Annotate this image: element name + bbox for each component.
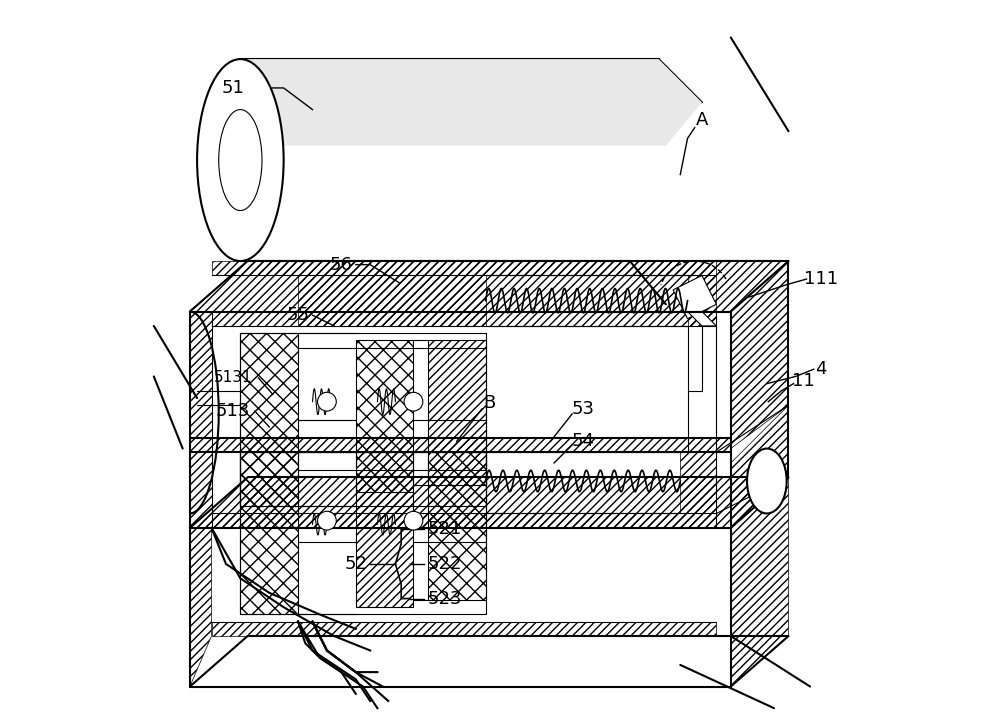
Text: 513: 513 xyxy=(216,402,250,420)
Ellipse shape xyxy=(747,449,787,513)
Text: 5131: 5131 xyxy=(214,371,252,385)
Text: 54: 54 xyxy=(571,432,594,450)
Polygon shape xyxy=(240,59,702,146)
Text: A: A xyxy=(696,111,708,130)
Text: 111: 111 xyxy=(804,270,838,288)
Circle shape xyxy=(404,392,423,411)
Text: B: B xyxy=(483,394,495,412)
Text: 53: 53 xyxy=(571,400,594,418)
Text: 56: 56 xyxy=(330,256,353,274)
Text: 11: 11 xyxy=(792,372,814,390)
Text: 4: 4 xyxy=(815,361,827,378)
Text: 52: 52 xyxy=(344,555,367,573)
Circle shape xyxy=(318,392,336,411)
Circle shape xyxy=(404,511,423,530)
Text: 523: 523 xyxy=(428,589,462,607)
Polygon shape xyxy=(673,275,716,319)
Ellipse shape xyxy=(197,59,284,261)
Circle shape xyxy=(318,511,336,530)
Text: 51: 51 xyxy=(222,79,245,97)
Polygon shape xyxy=(688,311,716,326)
Text: 521: 521 xyxy=(428,521,462,539)
Text: 522: 522 xyxy=(428,555,462,573)
Text: 55: 55 xyxy=(287,306,310,324)
